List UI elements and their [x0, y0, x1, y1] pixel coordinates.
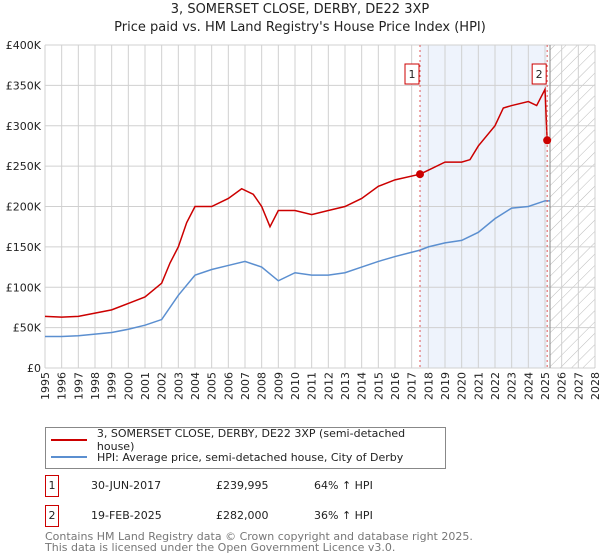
sale-label-box: [531, 63, 547, 85]
sale-point: [543, 136, 552, 145]
chart-title: 3, SOMERSET CLOSE, DERBY, DE22 3XP: [170, 2, 430, 17]
y-tick-label: £300K: [6, 120, 42, 133]
sale-label: 1: [409, 68, 416, 81]
x-tick-label: 2024: [522, 372, 535, 400]
sale-price: £282,000: [216, 509, 269, 522]
footer-line: This data is licensed under the Open Gov…: [45, 541, 396, 554]
x-tick-label: 1998: [89, 372, 102, 400]
x-tick-label: 2023: [506, 372, 519, 400]
x-tick-label: 2013: [339, 372, 352, 400]
x-tick-label: 2017: [406, 372, 419, 400]
x-tick-label: 2014: [356, 372, 369, 400]
x-tick-label: 1996: [56, 372, 69, 400]
x-tick-label: 2005: [206, 372, 219, 400]
x-tick-label: 2022: [489, 372, 502, 400]
y-tick-label: £0: [27, 362, 41, 375]
y-tick-label: £400K: [6, 39, 42, 52]
x-tick-label: 2015: [372, 372, 385, 400]
legend-item-hpi: HPI: Average price, semi-detached house,…: [51, 450, 403, 464]
chart-subtitle: Price paid vs. HM Land Registry's House …: [114, 20, 486, 35]
footer: Contains HM Land Registry data © Crown c…: [45, 531, 473, 553]
y-tick-label: £200K: [6, 201, 42, 214]
x-tick-label: 2010: [289, 372, 302, 400]
sale-marker-badge: 1: [45, 475, 59, 497]
y-tick-label: £250K: [6, 160, 42, 173]
x-tick-label: 2004: [189, 372, 202, 400]
x-tick-label: 2019: [439, 372, 452, 400]
x-tick-label: 2018: [422, 372, 435, 400]
y-tick-label: £100K: [6, 281, 42, 294]
plot-area: 1995 1996 1997 1998 1999 2000 2001 2002 2003 2004…: [6, 39, 600, 400]
y-tick-label: £50K: [13, 322, 42, 335]
x-tick-label: 2002: [156, 372, 169, 400]
sale-marker-badge: 2: [45, 505, 59, 527]
x-tick-label: 1997: [72, 372, 85, 400]
hpi-line: [45, 200, 550, 338]
x-tick-label: 2003: [172, 372, 185, 400]
sale-hpi-change: 64% ↑ HPI: [314, 479, 373, 492]
sale-label: 2: [536, 68, 543, 81]
y-tick-label: £350K: [6, 79, 42, 92]
x-tick-label: 2001: [139, 372, 152, 400]
y-tick-label: £150K: [6, 241, 42, 254]
price-line: [44, 86, 548, 318]
x-tick-label: 2012: [322, 372, 335, 400]
x-tick-label: 2016: [389, 372, 402, 400]
x-tick-label: 1995: [39, 372, 52, 400]
sale-label-box: [404, 63, 420, 85]
x-tick-label: 1999: [106, 372, 119, 400]
x-tick-label: 2021: [472, 372, 485, 400]
legend-swatch-red: [51, 439, 87, 441]
sale-date: 19-FEB-2025: [91, 509, 162, 522]
legend-item-property: 3, SOMERSET CLOSE, DERBY, DE22 3XP (semi…: [51, 427, 445, 453]
x-tick-label: 2025: [539, 372, 552, 400]
sale-date: 30-JUN-2017: [91, 479, 162, 492]
x-tick-label: 2006: [222, 372, 235, 400]
sale-point: [416, 170, 424, 179]
legend: 3, SOMERSET CLOSE, DERBY, DE22 3XP (semi…: [45, 427, 446, 469]
x-tick-label: 2000: [122, 372, 135, 400]
legend-label: 3, SOMERSET CLOSE, DERBY, DE22 3XP (semi…: [96, 427, 406, 453]
legend-swatch-blue: [51, 456, 87, 458]
x-tick-label: 2009: [272, 372, 285, 400]
x-tick-label: 2028: [589, 372, 600, 400]
footer-line: Contains HM Land Registry data © Crown c…: [45, 530, 473, 543]
x-tick-label: 2027: [572, 372, 585, 400]
x-tick-label: 2020: [456, 372, 469, 400]
x-tick-label: 2026: [556, 372, 569, 400]
sale-hpi-change: 36% ↑ HPI: [314, 509, 373, 522]
sale-price: £239,995: [216, 479, 269, 492]
legend-label: HPI: Average price, semi-detached house,…: [97, 450, 404, 464]
x-tick-label: 2007: [239, 372, 252, 400]
x-tick-label: 2008: [256, 372, 269, 400]
x-tick-label: 2011: [306, 372, 319, 400]
